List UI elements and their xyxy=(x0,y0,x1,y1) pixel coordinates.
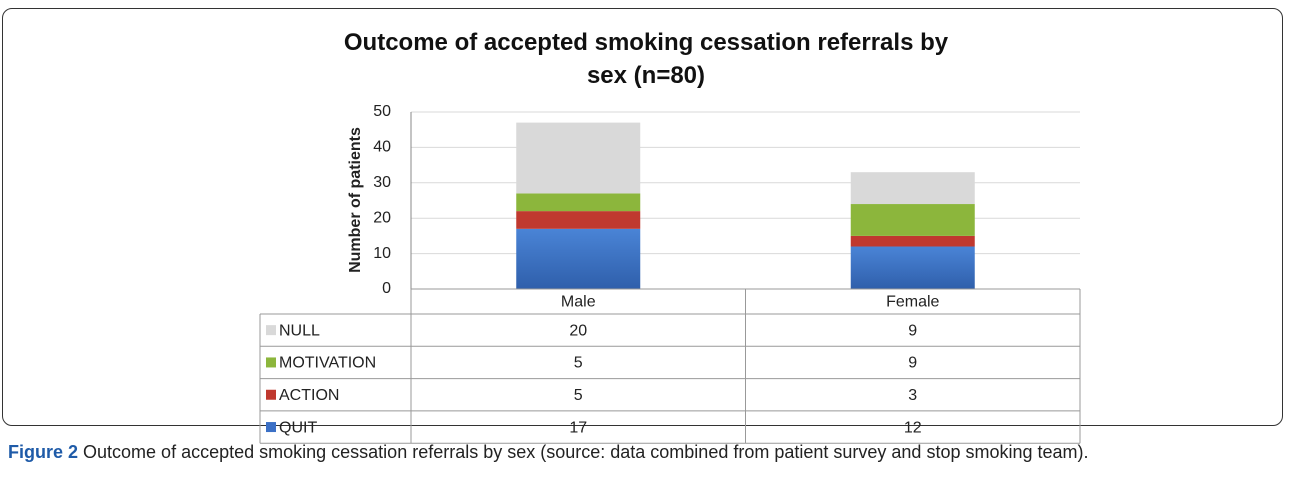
x-tick-label: Female xyxy=(886,294,939,311)
table-value: 5 xyxy=(574,387,583,404)
y-tick-label: 30 xyxy=(373,174,391,191)
legend-swatch xyxy=(266,325,276,336)
table-value: 17 xyxy=(569,419,587,436)
legend-label: MOTIVATION xyxy=(279,355,376,372)
x-tick-label: Male xyxy=(561,294,596,311)
legend-label: NULL xyxy=(279,322,320,339)
y-tick-label: 50 xyxy=(373,103,391,120)
legend-label: QUIT xyxy=(279,419,317,436)
caption: Figure 2 Outcome of accepted smoking ces… xyxy=(8,442,1089,463)
y-axis-label: Number of patients xyxy=(347,127,364,273)
y-tick-label: 40 xyxy=(373,139,391,156)
bar-segment xyxy=(516,228,641,289)
legend-swatch xyxy=(266,389,276,400)
chart-title: Outcome of accepted smoking cessation re… xyxy=(343,29,949,89)
caption-label: Figure 2 xyxy=(8,442,79,462)
table-value: 9 xyxy=(908,322,917,339)
y-tick-label: 20 xyxy=(373,209,391,226)
legend-swatch xyxy=(266,357,276,368)
bar-segment xyxy=(850,246,975,289)
y-tick-label: 10 xyxy=(373,245,391,262)
legend-label: ACTION xyxy=(279,387,339,404)
bar-segment xyxy=(516,122,641,194)
bar-segment xyxy=(516,211,641,229)
table-value: 20 xyxy=(569,322,587,339)
table-value: 12 xyxy=(904,419,922,436)
table-value: 9 xyxy=(908,355,917,372)
bar-segment xyxy=(516,193,641,212)
caption-text: Outcome of accepted smoking cessation re… xyxy=(83,442,1089,462)
bar-segment xyxy=(850,235,975,247)
bar-segment xyxy=(850,172,975,205)
y-tick-label: 0 xyxy=(382,280,391,297)
legend-swatch xyxy=(266,422,276,433)
bar-segment xyxy=(850,204,975,236)
table-value: 5 xyxy=(574,355,583,372)
frame xyxy=(2,8,1283,426)
table-value: 3 xyxy=(908,387,917,404)
